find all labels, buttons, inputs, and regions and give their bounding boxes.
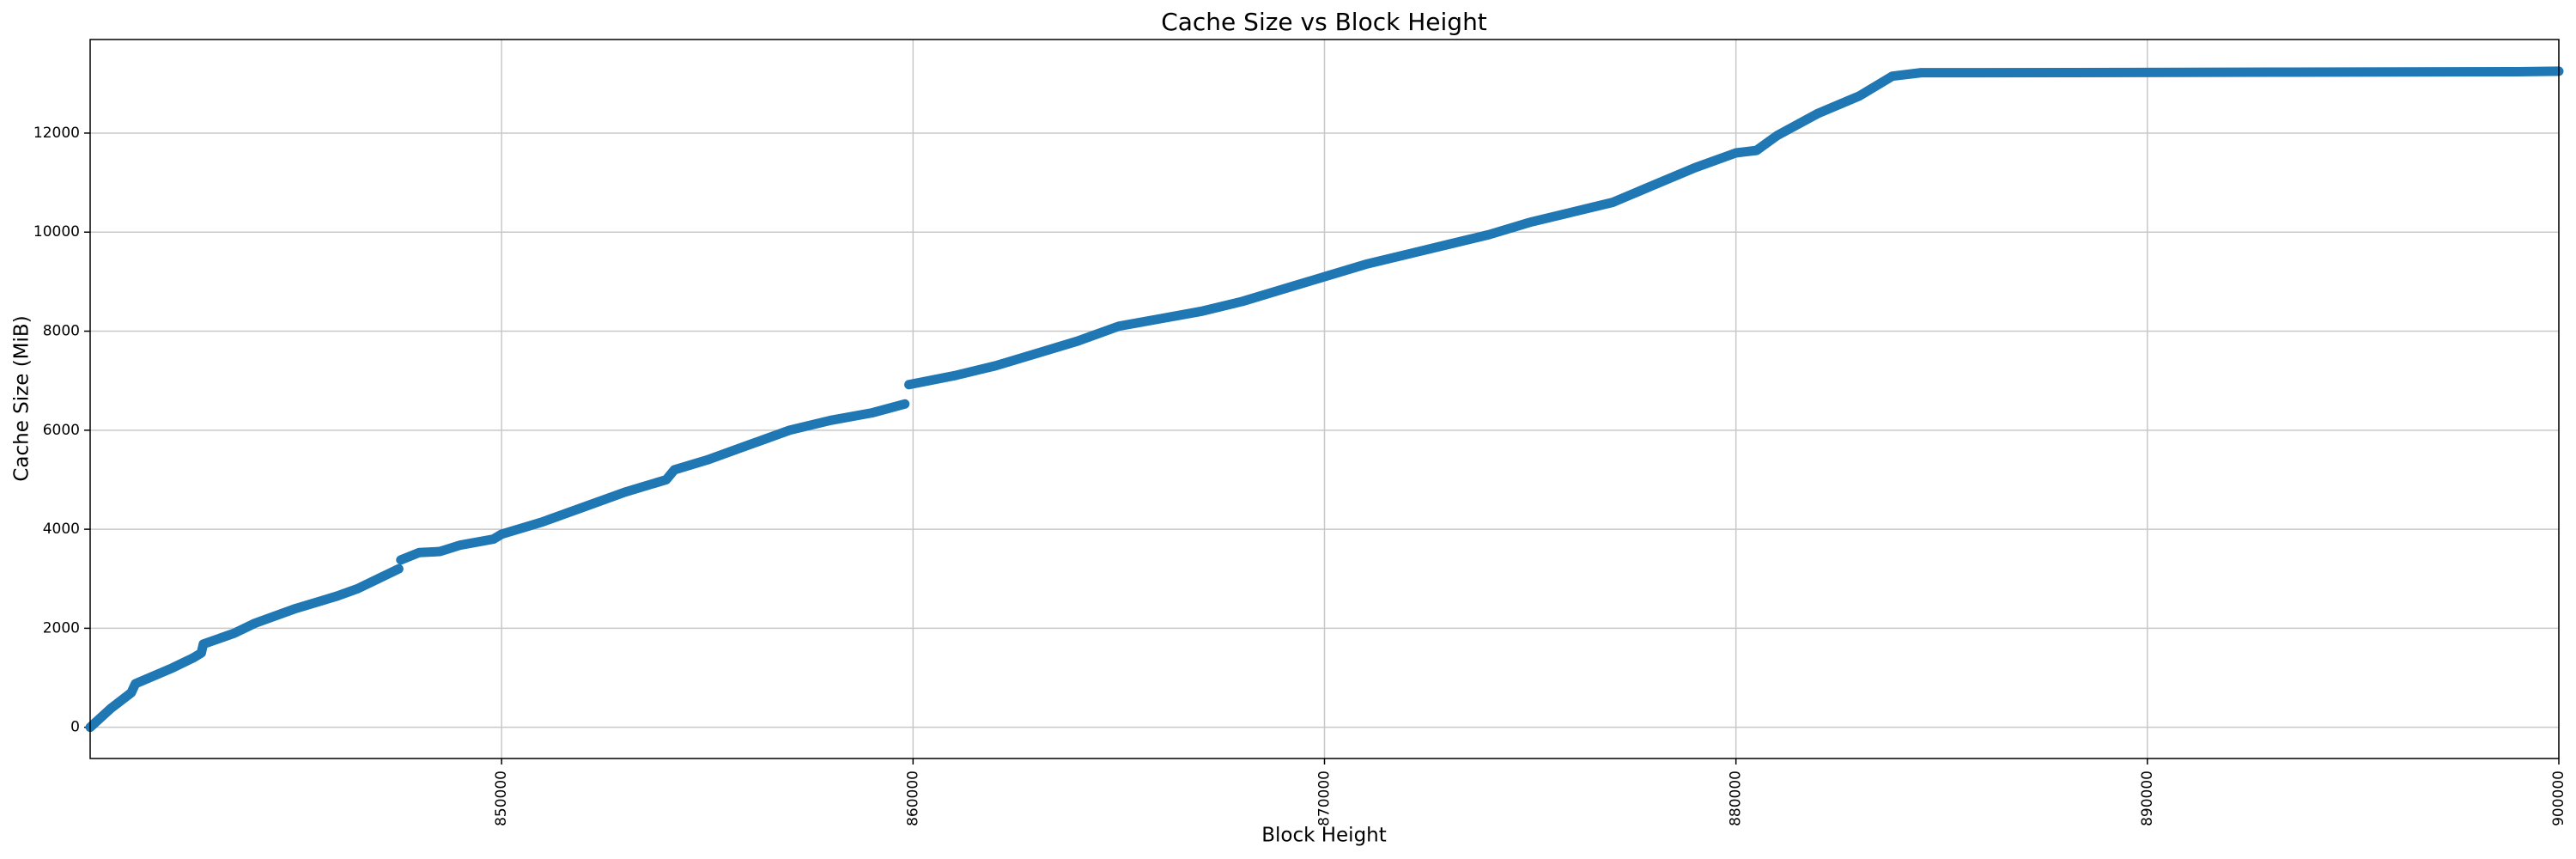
plot-frame [89,39,2560,759]
x-tick-label: 850000 [493,771,510,826]
y-tick-label: 10000 [33,223,80,241]
x-tick-label: 870000 [1316,771,1334,826]
y-tick-label: 0 [70,719,80,736]
y-tick-label: 6000 [43,422,80,439]
y-tick-label: 8000 [43,323,80,340]
y-tick-label: 2000 [43,619,80,637]
x-tick-label: 900000 [2550,771,2567,826]
y-tick-label: 4000 [43,521,80,538]
chart-title: Cache Size vs Block Height [1161,8,1487,36]
y-tick-label: 12000 [33,125,80,142]
x-tick-label: 890000 [2139,771,2156,826]
x-tick-label: 880000 [1728,771,1745,826]
data-line [85,66,2564,733]
x-tick-label: 860000 [904,771,921,826]
y-axis-label: Cache Size (MiB) [11,315,33,481]
x-axis-label: Block Height [1261,825,1387,847]
